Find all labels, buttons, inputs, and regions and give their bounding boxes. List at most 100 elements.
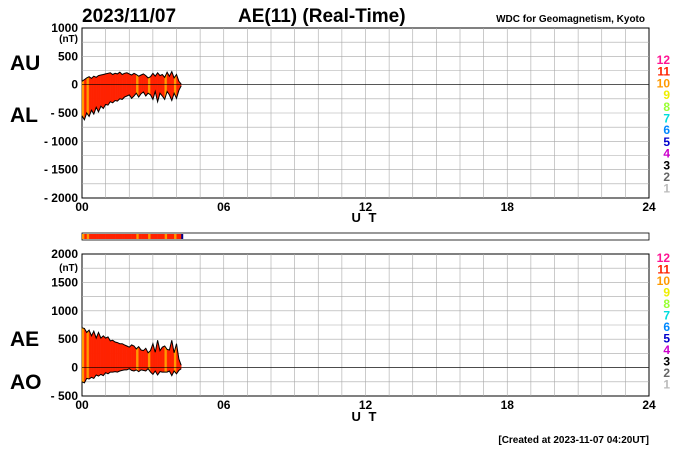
activity-fill-segment — [95, 332, 99, 377]
activity-fill-segment — [140, 73, 144, 95]
activity-fill-segment — [119, 343, 123, 372]
activity-bar-segment — [178, 234, 182, 239]
activity-bar-segment — [145, 234, 149, 239]
activity-bar-segment — [167, 234, 170, 239]
ae-label: AE — [10, 328, 39, 351]
y-tick-label: 0 — [71, 361, 78, 375]
activity-bar-segment — [82, 234, 85, 239]
activity-fill-segment — [147, 76, 151, 96]
activity-bar-segment — [96, 234, 99, 239]
ao-label: AO — [10, 371, 42, 394]
level-scale-label: 8 — [663, 297, 670, 311]
level-scale-label: 6 — [663, 123, 670, 137]
level-scale-label: 11 — [657, 263, 670, 277]
chart-date: 2023/11/07 — [82, 6, 176, 27]
activity-bar-segment — [91, 234, 95, 239]
activity-bar-segment — [143, 234, 147, 239]
activity-fill-segment — [112, 73, 116, 104]
ae-ao-unit-label: (nT) — [59, 263, 78, 274]
level-scale-label: 3 — [663, 158, 670, 172]
activity-bar-segment — [112, 234, 116, 239]
activity-bar-segment — [136, 234, 139, 239]
au-al-x-ticks: 00 06 12 18 24 — [75, 200, 656, 214]
au-al-series — [81, 70, 649, 121]
activity-fill-segment — [162, 73, 165, 101]
activity-bar-segment — [169, 234, 173, 239]
activity-bar-segment — [152, 234, 156, 239]
series-line-au — [81, 70, 182, 85]
level-scale-label: 12 — [657, 53, 671, 67]
activity-fill-segment — [162, 345, 165, 373]
y-tick-label: - 1000 — [44, 134, 78, 148]
activity-fill-segment — [98, 332, 102, 377]
x-tick-label: 24 — [642, 200, 656, 214]
activity-fill-segment — [114, 73, 118, 102]
activity-fill-segment — [84, 327, 87, 384]
activity-bar-segment — [98, 234, 102, 239]
level-scale-label: 6 — [663, 320, 670, 334]
activity-bar-segment — [117, 234, 121, 239]
level-scale-label: 5 — [663, 332, 670, 346]
ae-ao-series — [81, 327, 649, 384]
activity-bar-segment — [122, 234, 125, 239]
activity-fill-segment — [121, 73, 125, 100]
activity-fill-segment — [86, 76, 90, 118]
activity-bar-segment — [148, 234, 151, 239]
level-scale-label: 2 — [663, 170, 670, 184]
activity-fill-segment — [103, 335, 106, 377]
ae-ao-x-ticks: 00 06 12 18 24 — [75, 398, 656, 412]
activity-bar-segment — [110, 234, 114, 239]
x-tick-label: 12 — [359, 398, 373, 412]
activity-bar-segment — [126, 234, 130, 239]
activity-bar-segment — [107, 234, 111, 239]
y-tick-label: 1000 — [51, 304, 78, 318]
y-tick-label: - 500 — [51, 106, 79, 120]
activity-fill-segment — [91, 75, 95, 115]
activity-bar-segment — [84, 234, 88, 239]
activity-fill-segment — [110, 72, 113, 104]
created-timestamp: [Created at 2023-11-07 04:20UT] — [498, 435, 649, 446]
au-label: AU — [10, 52, 40, 75]
activity-bar-segment — [159, 234, 163, 239]
y-tick-label: - 500 — [51, 389, 79, 403]
y-tick-label: - 1500 — [44, 163, 78, 177]
series-line-al — [81, 85, 182, 121]
activity-bar-segment — [93, 234, 97, 239]
x-tick-label: 24 — [642, 398, 656, 412]
x-tick-label: 00 — [75, 200, 89, 214]
activity-fill-segment — [86, 329, 90, 380]
level-scale-label: 1 — [663, 378, 670, 392]
chart-title: AE(11) (Real-Time) — [238, 6, 406, 27]
activity-fill-segment — [124, 344, 128, 371]
activity-bar-segment — [174, 234, 177, 239]
activity-bar-segment — [131, 234, 135, 239]
activity-bar-segment — [89, 234, 92, 239]
ae-ao-x-axis-label: U T — [352, 409, 379, 424]
level-scale-label: 7 — [663, 309, 670, 323]
activity-bar-segment — [138, 234, 142, 239]
activity-fill-segment — [107, 72, 111, 106]
ae-ao-y-ticks: 2000 1500 1000 500 0 - 500 — [51, 247, 79, 403]
level-scale-label: 3 — [663, 355, 670, 369]
level-scale-label: 11 — [657, 65, 670, 79]
level-scale-label: 7 — [663, 112, 670, 126]
activity-bar-segment — [115, 234, 118, 239]
y-tick-label: 500 — [58, 332, 78, 346]
activity-bar-segment — [155, 234, 158, 239]
activity-fill-segment — [105, 336, 109, 375]
au-al-grid — [82, 28, 649, 198]
x-tick-label: 18 — [501, 200, 515, 214]
activity-fill-segment — [81, 327, 85, 384]
level-scale-label: 4 — [663, 343, 670, 357]
activity-fill-segment — [159, 74, 163, 97]
activity-bar-cursor — [181, 234, 184, 239]
activity-fill-segment — [100, 74, 104, 109]
level-scale-label: 9 — [663, 286, 670, 300]
activity-fill-segment — [131, 344, 135, 372]
activity-fill-segment — [129, 344, 132, 371]
